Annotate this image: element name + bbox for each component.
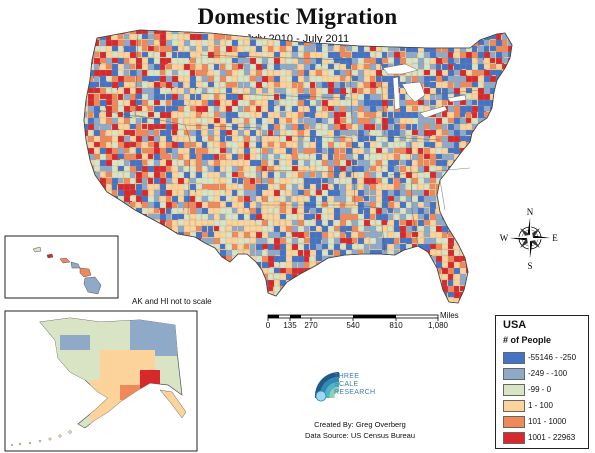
legend-label: 101 - 1000 xyxy=(528,417,567,426)
legend-swatch xyxy=(503,384,525,396)
alaska-panhandle xyxy=(159,389,187,419)
legend-item: -99 - 0 xyxy=(503,384,587,396)
county-cells xyxy=(84,30,512,303)
legend: USA # of People -55146 - -250 -249 - -10… xyxy=(495,315,589,449)
inset-scale-note: AK and HI not to scale xyxy=(132,297,212,306)
aleutian-islands xyxy=(10,430,72,447)
scale-tick-label: 270 xyxy=(304,321,318,330)
hawaii-inset-frame xyxy=(4,235,119,299)
scale-bar xyxy=(267,314,439,321)
legend-item: 1 - 100 xyxy=(503,400,587,412)
legend-swatch xyxy=(503,400,525,412)
legend-swatch xyxy=(503,432,525,444)
legend-swatch xyxy=(503,416,525,428)
legend-label: -55146 - -250 xyxy=(528,353,577,362)
map-title: Domestic Migration xyxy=(197,4,398,29)
legend-item: -55146 - -250 xyxy=(503,352,587,364)
scale-tick-label: 0 xyxy=(265,321,271,330)
legend-label: 1 - 100 xyxy=(528,401,553,410)
compass-n: N xyxy=(527,207,534,217)
data-source: Data Source: US Census Bureau xyxy=(304,431,416,440)
legend-label: 1001 - 22963 xyxy=(528,433,576,442)
compass-s: S xyxy=(527,261,532,271)
compass-e: E xyxy=(552,233,558,243)
scale-tick-label: 135 xyxy=(283,321,297,330)
scale-tick-label: 810 xyxy=(389,321,403,330)
legend-subtitle: # of People xyxy=(503,335,552,345)
scale-tick-label: 540 xyxy=(346,321,360,330)
three-scale-research-logo-icon xyxy=(314,371,339,402)
great-lakes xyxy=(382,63,467,119)
hawaii-map xyxy=(32,246,102,295)
compass-w: W xyxy=(500,233,509,243)
brand-line-2: SCALE xyxy=(334,381,359,388)
legend-label: -99 - 0 xyxy=(528,385,552,394)
brand-line-3: RESEARCH xyxy=(334,389,376,396)
scale-unit: Miles xyxy=(440,311,459,320)
legend-label: -249 - -100 xyxy=(528,369,568,378)
state-borders xyxy=(96,31,481,253)
legend-swatch xyxy=(503,368,525,380)
legend-swatch xyxy=(503,352,525,364)
legend-item: -249 - -100 xyxy=(503,368,587,380)
created-by: Created By: Greg Overberg xyxy=(314,420,406,429)
brand-line-1: THREE xyxy=(334,373,360,380)
compass-rose-icon: N S E W xyxy=(500,207,559,271)
legend-item: 101 - 1000 xyxy=(503,416,587,428)
scale-tick-label: 1,080 xyxy=(427,321,449,330)
legend-item: 1001 - 22963 xyxy=(503,432,587,444)
legend-title: USA xyxy=(503,319,527,331)
brand-name: THREE SCALE RESEARCH xyxy=(334,373,375,397)
